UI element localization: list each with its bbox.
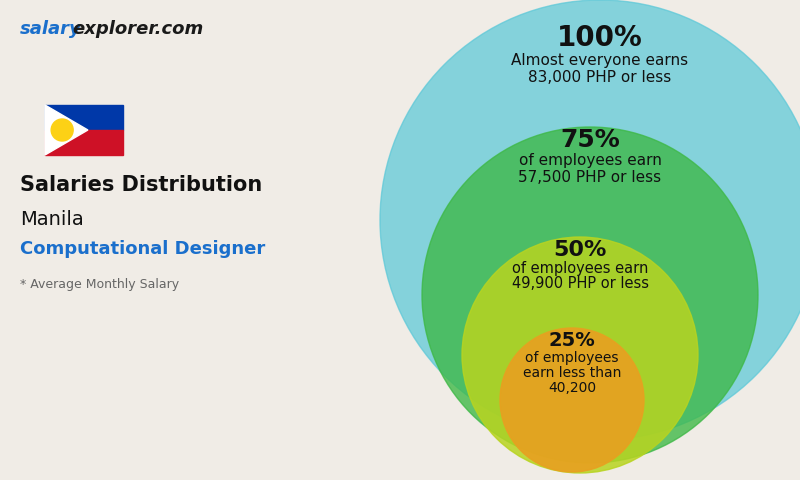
Text: 25%: 25%: [549, 331, 595, 349]
Circle shape: [422, 127, 758, 463]
Text: earn less than: earn less than: [523, 366, 621, 380]
Text: salary: salary: [20, 20, 82, 38]
Text: 75%: 75%: [560, 128, 620, 152]
Text: Almost everyone earns: Almost everyone earns: [511, 52, 689, 68]
Circle shape: [500, 328, 644, 472]
Text: of employees: of employees: [526, 351, 618, 365]
Text: explorer.com: explorer.com: [72, 20, 203, 38]
Text: Computational Designer: Computational Designer: [20, 240, 266, 258]
Polygon shape: [45, 105, 88, 155]
Circle shape: [51, 119, 73, 141]
Text: 100%: 100%: [557, 24, 643, 52]
Text: 50%: 50%: [554, 240, 606, 260]
Bar: [45, 105, 123, 130]
Text: Manila: Manila: [20, 210, 84, 229]
Text: of employees earn: of employees earn: [512, 261, 648, 276]
Circle shape: [380, 0, 800, 440]
Text: 49,900 PHP or less: 49,900 PHP or less: [511, 276, 649, 291]
Text: Salaries Distribution: Salaries Distribution: [20, 175, 262, 195]
Text: 57,500 PHP or less: 57,500 PHP or less: [518, 170, 662, 185]
Text: of employees earn: of employees earn: [518, 153, 662, 168]
Circle shape: [462, 237, 698, 473]
Text: 40,200: 40,200: [548, 381, 596, 395]
Text: 83,000 PHP or less: 83,000 PHP or less: [528, 71, 672, 85]
Text: * Average Monthly Salary: * Average Monthly Salary: [20, 278, 179, 291]
Bar: [45, 130, 123, 155]
